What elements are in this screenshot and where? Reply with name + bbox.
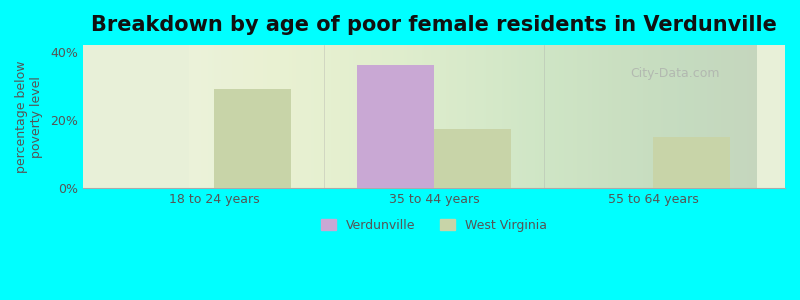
Text: City-Data.com: City-Data.com — [630, 67, 720, 80]
Bar — [654, 137, 730, 188]
Title: Breakdown by age of poor female residents in Verdunville: Breakdown by age of poor female resident… — [91, 15, 777, 35]
Bar — [357, 65, 434, 188]
Y-axis label: percentage below
poverty level: percentage below poverty level — [15, 60, 43, 173]
Bar — [434, 129, 510, 188]
Bar — [214, 89, 291, 188]
Legend: Verdunville, West Virginia: Verdunville, West Virginia — [315, 214, 552, 237]
